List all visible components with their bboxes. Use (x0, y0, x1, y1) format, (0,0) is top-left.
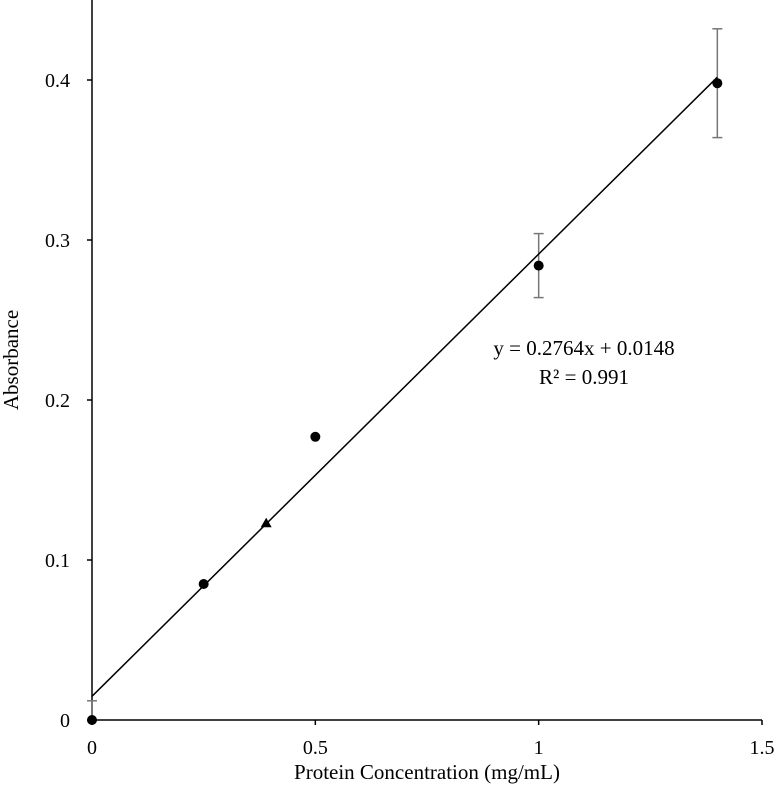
data-point (712, 78, 723, 89)
data-point (310, 431, 321, 442)
trendline-layer (91, 76, 718, 697)
data-point (533, 260, 544, 271)
y-tick-label: 0.1 (45, 550, 70, 572)
y-axis-title: Absorbance (0, 310, 23, 410)
x-axis-title: Protein Concentration (mg/mL) (294, 760, 560, 784)
data-point-triangle (260, 517, 272, 528)
x-tick-label: 1.5 (750, 737, 775, 759)
x-axis-ticks: 0 0.5 1 1.5 (87, 720, 775, 759)
y-axis-ticks: 0 0.1 0.2 0.3 0.4 (45, 70, 92, 732)
x-tick-label: 1 (534, 737, 544, 759)
trendline-equation: y = 0.2764x + 0.0148 (493, 336, 674, 360)
x-tick-label: 0.5 (303, 737, 328, 759)
data-points (87, 78, 723, 725)
data-point (198, 579, 209, 589)
y-tick-label: 0.3 (45, 230, 70, 252)
data-point (87, 715, 97, 725)
plot-area (91, 0, 762, 721)
trendline (91, 76, 718, 697)
y-tick-label: 0.4 (45, 70, 70, 92)
r-squared-label: R² = 0.991 (539, 365, 629, 389)
x-tick-label: 0 (87, 737, 97, 759)
y-tick-label: 0.2 (45, 390, 70, 412)
y-tick-label: 0 (60, 710, 70, 732)
